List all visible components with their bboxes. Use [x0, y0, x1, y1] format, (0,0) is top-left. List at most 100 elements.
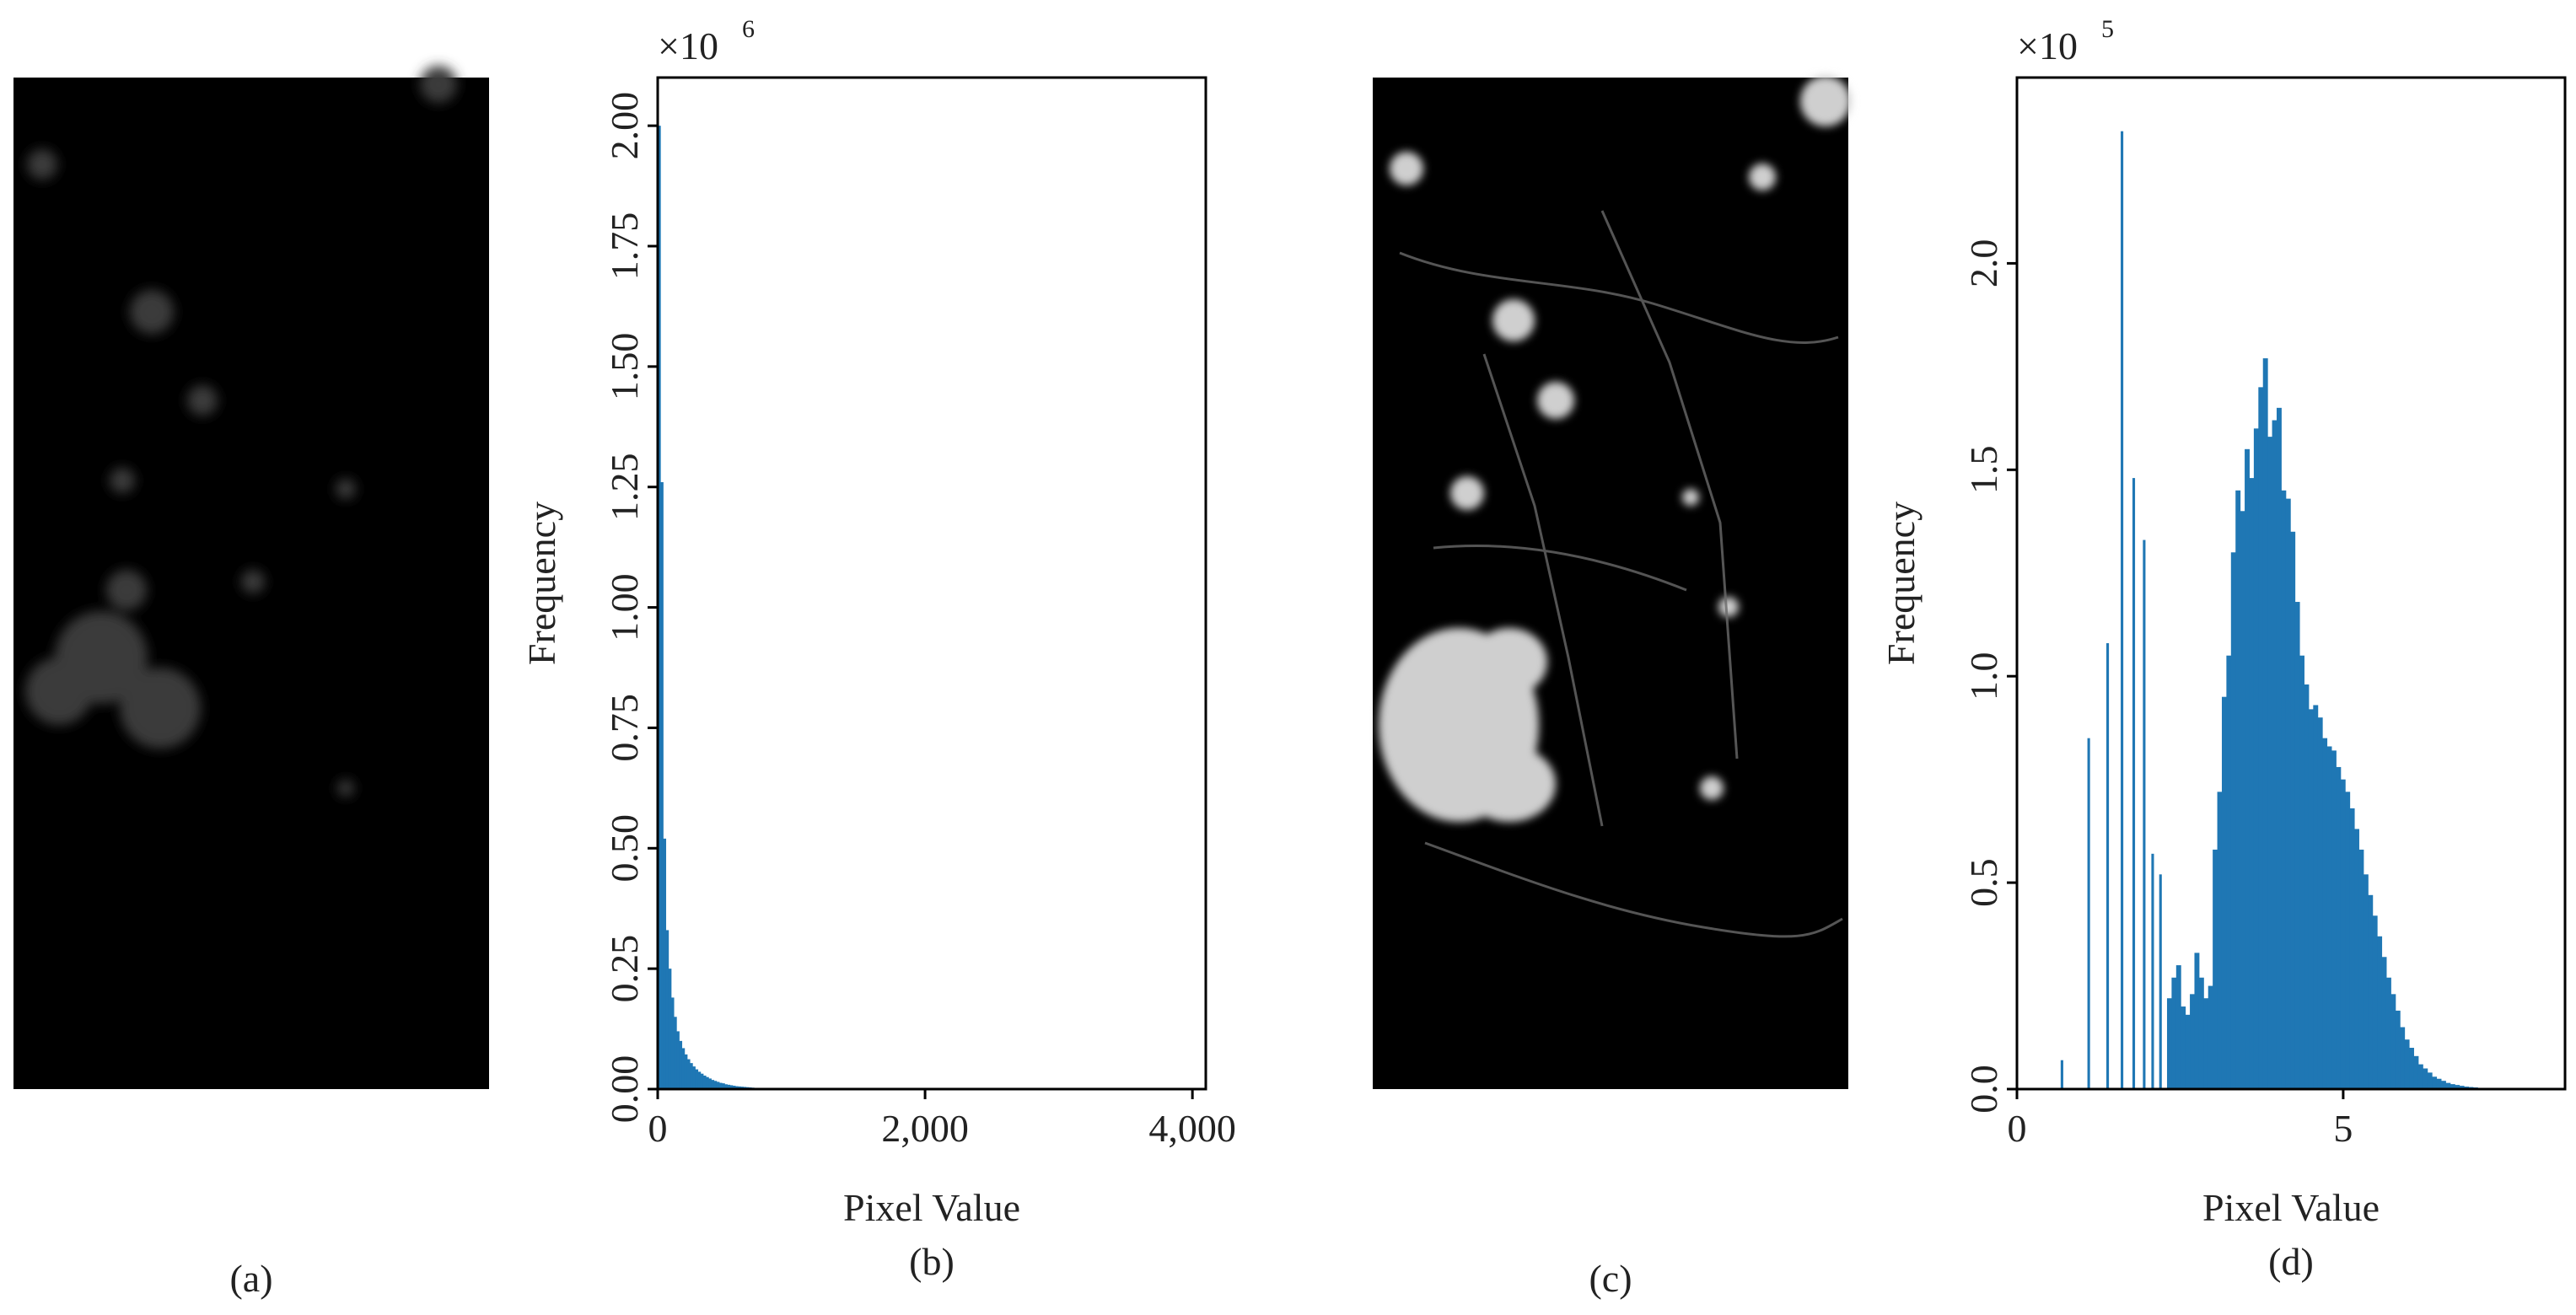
chart-d-bar-2 [2106, 643, 2110, 1089]
chart-d-hist-bar-33 [2317, 717, 2323, 1089]
chart-d-ytick-label-2: 1.0 [1962, 652, 2005, 700]
chart-d-bar-4 [2132, 478, 2136, 1089]
chart-d-bar-0 [2060, 1060, 2063, 1089]
caption-d: (d) [2268, 1240, 2314, 1283]
chart-b-hist-bar-4 [668, 969, 672, 1089]
chart-b-hist-bar-23 [718, 1082, 723, 1089]
chart-d-bar-5 [2143, 539, 2146, 1089]
chart-b-hist-bar-30 [738, 1086, 741, 1089]
chart-d-hist-bar-27 [2290, 531, 2296, 1089]
chart-d-hist-bar-63 [2455, 1085, 2460, 1089]
chart-d-hist-bar-25 [2281, 490, 2287, 1089]
chart-d-bar-7 [2159, 874, 2162, 1089]
chart-b-hist-bar-2 [663, 838, 667, 1089]
chart-d-hist-bar-18 [2249, 478, 2255, 1089]
chart-d-hist-bar-10 [2213, 849, 2218, 1089]
chart-d-hist-bar-35 [2326, 746, 2332, 1089]
chart-d-ytick-label-4: 2.0 [1962, 239, 2005, 288]
chart-d-hist-bar-26 [2285, 498, 2291, 1089]
chart-b-hist-bar-28 [732, 1086, 736, 1089]
image-a-lights [25, 66, 457, 797]
chart-d-hist-bar-42 [2358, 849, 2364, 1089]
chart-b-hist-bar-8 [679, 1040, 683, 1089]
chart-b-hist-bar-13 [692, 1066, 696, 1089]
chart-b-hist-bar-10 [684, 1054, 688, 1089]
chart-d-hist-bar-11 [2217, 792, 2223, 1089]
chart-d-hist-bar-44 [2368, 894, 2374, 1089]
chart-b-xlabel: Pixel Value [843, 1186, 1020, 1229]
chart-b-hist-bar-22 [716, 1082, 720, 1089]
chart-b-bars [658, 126, 819, 1090]
chart-d-hist-bar-5 [2190, 994, 2195, 1089]
chart-b-hist-bar-0 [658, 126, 661, 1090]
chart-b-ytick-label-3: 0.75 [603, 694, 646, 762]
chart-d-hist-bar-3 [2181, 1006, 2186, 1089]
chart-b-xtick-label-0: 0 [648, 1107, 668, 1150]
chart-b-scale-label: ×10 [658, 24, 718, 67]
chart-b: ×10 6 Pixel Value Frequency (b) 0.00 0.25… [520, 15, 1236, 1283]
chart-b-hist-bar-27 [729, 1085, 734, 1089]
image-c-lights [1379, 76, 1851, 822]
chart-d-hist-bar-24 [2276, 407, 2282, 1089]
chart-d-hist-bar-28 [2294, 602, 2300, 1089]
chart-d-hist-bar-52 [2404, 1039, 2410, 1089]
chart-d-hist-bar-41 [2354, 829, 2359, 1089]
chart-b-hist-bar-17 [702, 1076, 707, 1089]
chart-d-scale-label: ×10 [2017, 24, 2078, 67]
chart-b-hist-bar-26 [727, 1084, 731, 1089]
panel-c: (c) [1373, 76, 1851, 1300]
chart-b-hist-bar-5 [670, 997, 675, 1089]
chart-d-hist-bar-8 [2203, 998, 2209, 1089]
chart-d-hist-bar-59 [2436, 1078, 2442, 1089]
chart-b-ytick-label-0: 0.00 [603, 1055, 646, 1124]
caption-a: (a) [229, 1257, 272, 1300]
chart-d-hist-bar-1 [2171, 977, 2177, 1089]
chart-d-hist-bar-38 [2340, 779, 2346, 1089]
chart-d-bars [2060, 131, 2493, 1089]
chart-d-hist-bar-31 [2308, 709, 2314, 1089]
chart-d-hist-bar-40 [2349, 808, 2355, 1089]
chart-b-hist-bar-7 [676, 1031, 680, 1089]
chart-d: ×10 5 Pixel Value Frequency (d) 0.0 0.5 1.… [1880, 15, 2567, 1283]
chart-b-frame [656, 76, 1207, 1091]
chart-b-ytick-label-8: 2.00 [603, 92, 646, 160]
chart-b-scale-exp: 6 [742, 15, 755, 43]
chart-d-hist-bar-50 [2395, 1010, 2401, 1089]
chart-d-ytick-label-1: 0.5 [1962, 858, 2005, 907]
chart-b-ytick-label-6: 1.50 [603, 333, 646, 401]
chart-d-hist-bar-23 [2272, 420, 2278, 1089]
chart-d-hist-bar-9 [2208, 985, 2213, 1089]
chart-b-hist-bar-24 [722, 1083, 725, 1089]
chart-b-ytick-label-1: 0.25 [603, 935, 646, 1003]
chart-d-hist-bar-7 [2198, 977, 2204, 1089]
chart-d-ylabel: Frequency [1880, 502, 1923, 665]
chart-d-hist-bar-6 [2194, 953, 2200, 1089]
chart-b-xtick-label-1: 2,000 [881, 1107, 969, 1150]
caption-b: (b) [909, 1240, 955, 1283]
chart-d-xtick-label-1: 5 [2333, 1107, 2353, 1150]
chart-b-hist-bar-6 [674, 1017, 677, 1089]
chart-b-hist-bar-29 [734, 1086, 739, 1089]
chart-b-hist-bar-20 [711, 1080, 715, 1089]
chart-d-bar-1 [2087, 738, 2090, 1089]
chart-b-ytick-label-4: 1.00 [603, 573, 646, 641]
chart-d-hist-bar-46 [2377, 936, 2383, 1089]
chart-b-ytick-label-2: 0.50 [603, 814, 646, 882]
chart-b-xtick-label-2: 4,000 [1148, 1107, 1236, 1150]
chart-d-bar-3 [2121, 131, 2124, 1089]
chart-d-hist-bar-16 [2240, 511, 2245, 1089]
chart-d-hist-bar-17 [2245, 448, 2250, 1089]
chart-d-hist-bar-29 [2299, 655, 2304, 1089]
chart-d-hist-bar-43 [2363, 874, 2369, 1089]
chart-d-hist-bar-48 [2385, 977, 2391, 1089]
chart-b-ytick-label-7: 1.75 [603, 212, 646, 281]
chart-b-hist-bar-21 [713, 1081, 718, 1089]
chart-d-hist-bar-56 [2423, 1068, 2428, 1089]
chart-b-ytick-label-5: 1.25 [603, 453, 646, 521]
chart-d-hist-bar-2 [2175, 965, 2181, 1089]
chart-b-ylabel: Frequency [520, 502, 563, 665]
chart-d-hist-bar-21 [2262, 358, 2268, 1089]
caption-c: (c) [1589, 1257, 1632, 1300]
chart-b-hist-bar-25 [724, 1084, 728, 1089]
